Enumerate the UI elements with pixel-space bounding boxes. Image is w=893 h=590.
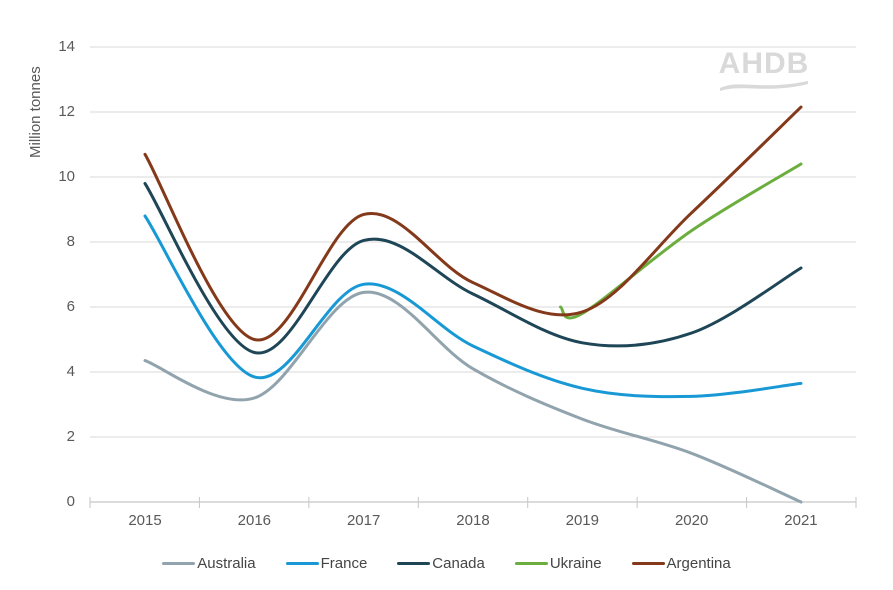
legend-label: Ukraine xyxy=(549,555,602,572)
x-tick-label: 2017 xyxy=(346,512,381,529)
series-line-france xyxy=(143,214,803,399)
y-tick-label: 14 xyxy=(58,38,75,55)
y-tick-label: 8 xyxy=(66,233,75,250)
y-tick-label: 6 xyxy=(66,298,75,315)
legend-label: Canada xyxy=(432,555,485,572)
legend: Australia France Canada Ukraine Argentina xyxy=(0,555,893,572)
y-tick-label: 0 xyxy=(66,493,75,510)
legend-item-canada: Canada xyxy=(397,555,485,572)
legend-swatch xyxy=(514,562,548,565)
y-tick-label: 2 xyxy=(66,428,75,445)
x-tick-label: 2019 xyxy=(565,512,599,529)
y-tick-label: 10 xyxy=(58,168,75,185)
x-tick-label: 2015 xyxy=(128,512,162,529)
series-line-canada xyxy=(143,182,803,355)
legend-swatch xyxy=(162,562,196,565)
legend-swatch xyxy=(631,562,665,565)
legend-item-france: France xyxy=(285,555,368,572)
legend-label: Australia xyxy=(197,555,256,572)
ahdb-logo-swoosh-icon xyxy=(720,81,808,91)
x-tick-label: 2016 xyxy=(237,512,272,529)
legend-swatch xyxy=(285,562,319,565)
legend-label: Argentina xyxy=(666,555,731,572)
series-line-ukraine xyxy=(559,162,803,320)
legend-item-ukraine: Ukraine xyxy=(514,555,602,572)
x-tick-label: 2020 xyxy=(674,512,709,529)
series-line-australia xyxy=(143,290,803,504)
legend-item-argentina: Argentina xyxy=(631,555,731,572)
ahdb-logo: AHDB xyxy=(718,47,810,98)
legend-label: France xyxy=(320,555,368,572)
series-line-argentina xyxy=(143,105,803,342)
x-tick-label: 2018 xyxy=(456,512,490,529)
legend-item-australia: Australia xyxy=(162,555,256,572)
y-tick-label: 4 xyxy=(66,363,75,380)
legend-swatch xyxy=(397,562,431,565)
y-tick-label: 12 xyxy=(58,103,75,120)
x-tick-label: 2021 xyxy=(784,512,818,529)
ahdb-logo-text: AHDB xyxy=(718,47,810,80)
